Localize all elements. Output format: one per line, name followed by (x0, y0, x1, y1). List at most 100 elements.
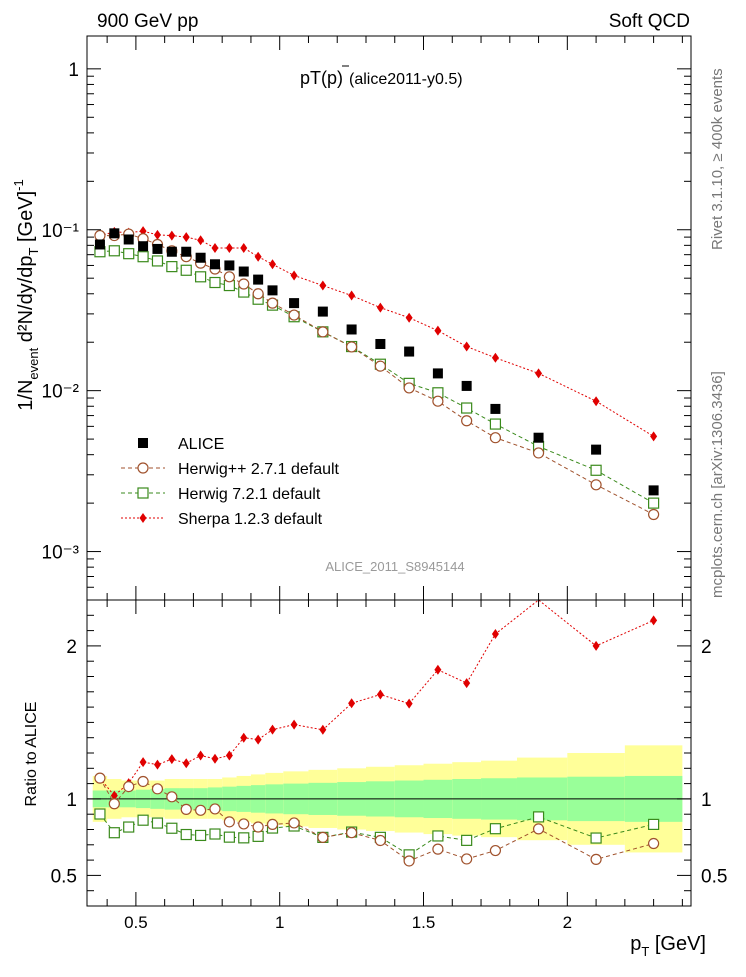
y-tick-label: 1 (68, 60, 79, 81)
point-herwig7 (489, 418, 502, 430)
point-data (289, 298, 300, 309)
legend-marker-data (138, 438, 148, 448)
point-herwigpp (432, 395, 444, 407)
point-herwigpp (288, 309, 300, 321)
ratio-point-herwigpp (489, 844, 502, 857)
ratio-point-sherpa (240, 732, 248, 743)
ratio-point-herwigpp (532, 823, 545, 835)
ratio-ticks: 0.5 1 1.5 2 0.5 0.5 1 1 2 2 (51, 600, 727, 932)
y-axis-label-rest: d²N/dy/dp (15, 256, 37, 348)
point-sherpa (240, 243, 248, 254)
point-sherpa (535, 368, 543, 379)
point-herwigpp (532, 447, 545, 459)
ratio-point-herwig7 (590, 832, 602, 844)
ratio-point-herwig7 (166, 822, 178, 834)
mcplots-label: mcplots.cern.ch [arXiv:1306.3436] (709, 371, 726, 598)
ratio-panel: 0.5 1 1.5 2 0.5 0.5 1 1 2 2 Ratio to ALICE (23, 599, 727, 932)
title-prefix: pT (300, 68, 321, 88)
ratio-point-sherpa (197, 750, 205, 761)
ratio-point-herwigpp (209, 803, 221, 815)
point-data (490, 403, 501, 414)
legend-marker-herwig7 (137, 487, 149, 499)
ratio-point-herwigpp (94, 772, 106, 784)
y-tick-label: 10⁻³ (42, 543, 80, 564)
point-herwigpp (346, 341, 358, 353)
ratio-point-herwig7 (252, 830, 264, 842)
ratio-point-herwigpp (432, 843, 444, 855)
ratio-point-herwigpp (266, 818, 279, 831)
point-data (138, 241, 149, 252)
ratio-point-herwig7 (180, 828, 192, 841)
ratio-point-sherpa (211, 753, 219, 764)
ratio-point-sherpa (376, 689, 384, 700)
legend-label-sherpa: Sherpa 1.2.3 default (178, 511, 323, 528)
ratio-point-sherpa (168, 754, 176, 765)
point-sherpa (269, 259, 277, 270)
point-data (253, 274, 264, 285)
ratio-y-tick-label-left: 1 (66, 790, 77, 811)
ratio-y-tick-label-left: 0.5 (51, 866, 77, 887)
x-tick-label: 2 (563, 913, 572, 932)
ratio-point-sherpa (592, 640, 600, 651)
legend: ALICE Herwig++ 2.7.1 default Herwig 7.2.1 … (121, 436, 340, 528)
ratio-point-herwigpp (288, 817, 300, 829)
ratio-point-herwig7 (489, 823, 502, 835)
ratio-point-herwigpp (151, 783, 164, 795)
point-sherpa (348, 290, 356, 301)
x-axis-label: pT [GeV] (630, 933, 706, 959)
header-left: 900 GeV pp (97, 11, 198, 32)
point-data (94, 239, 105, 250)
ratio-point-sherpa (269, 724, 277, 735)
point-sherpa (463, 341, 471, 352)
point-sherpa (290, 270, 298, 281)
point-herwigpp (266, 297, 279, 309)
point-herwigpp (317, 326, 329, 338)
x-axis-label-main: p (630, 933, 641, 955)
point-sherpa (225, 243, 233, 254)
legend-label-herwigpp: Herwig++ 2.7.1 default (178, 461, 340, 478)
series-line-sherpa (99, 230, 654, 437)
ratio-point-herwig7 (238, 832, 250, 844)
ratio-point-herwig7 (137, 814, 149, 826)
legend-marker-herwigpp (137, 462, 149, 474)
ratio-y-label: Ratio to ALICE (23, 702, 40, 807)
legend-label-herwig7: Herwig 7.2.1 default (178, 486, 321, 503)
ratio-point-sherpa (225, 750, 233, 761)
point-herwig7 (648, 497, 660, 509)
point-herwig7 (209, 276, 221, 289)
ratio-point-herwigpp (648, 837, 660, 850)
plot-title: pT(p) (alice2011-y0.5) (300, 68, 463, 88)
point-herwigpp (374, 360, 386, 372)
ratio-point-herwig7 (532, 811, 545, 823)
point-data (404, 346, 415, 357)
point-herwig7 (151, 255, 164, 267)
ratio-y-tick-label-left: 2 (66, 637, 77, 658)
ratio-point-sherpa (348, 698, 356, 709)
point-herwig7 (590, 464, 602, 476)
y-axis-label-exp: -1 (11, 179, 26, 191)
ratio-point-herwigpp (374, 834, 386, 847)
point-herwig7 (108, 245, 120, 257)
point-data (166, 246, 177, 257)
rivet-label: Rivet 3.1.10, ≥ 400k events (709, 68, 726, 250)
ratio-point-sherpa (319, 724, 327, 735)
point-data (432, 368, 443, 379)
point-sherpa (153, 229, 161, 240)
y-axis-label: 1/Nevent d²N/dy/dpT [GeV]-1 (11, 179, 41, 410)
ratio-line-sherpa (99, 599, 654, 797)
point-data (461, 380, 472, 391)
ratio-point-sherpa (254, 734, 262, 745)
ratio-content (87, 599, 691, 867)
point-herwig7 (166, 261, 178, 273)
point-sherpa (650, 431, 658, 442)
ratio-point-sherpa (110, 790, 118, 801)
y-axis-label-sub: event (26, 347, 41, 379)
point-data (224, 260, 235, 271)
ratio-y-tick-label-right: 1 (701, 790, 712, 811)
point-sherpa (376, 302, 384, 313)
title-particle: (p) (321, 68, 343, 88)
ratio-point-herwigpp (223, 816, 235, 828)
ratio-point-herwigpp (123, 780, 135, 793)
ratio-point-herwig7 (151, 817, 164, 829)
ratio-point-herwig7 (432, 830, 444, 842)
